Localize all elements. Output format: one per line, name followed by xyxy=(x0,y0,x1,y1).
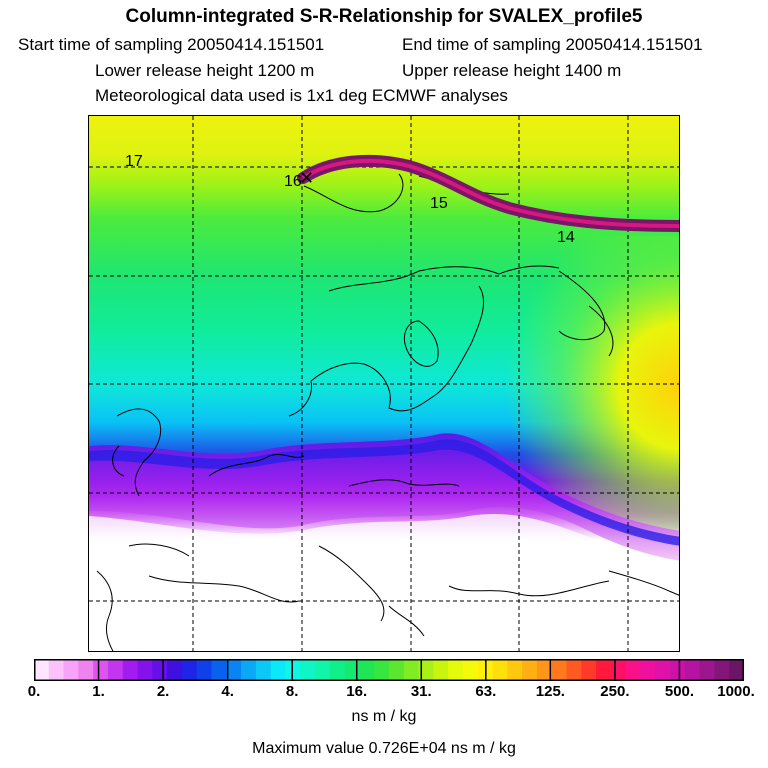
trajectory-core xyxy=(301,158,679,228)
colorbar-tick-label: 2. xyxy=(156,683,170,700)
map-canvas: ✕ 17 16 15 14 xyxy=(89,116,679,651)
colorbar-swatch xyxy=(684,659,701,681)
colorbar-tick-label: 125. xyxy=(535,683,565,700)
colorbar-swatch xyxy=(418,659,434,681)
colorbar-tick-label: 500. xyxy=(664,683,695,700)
colorbar-swatch xyxy=(196,659,213,681)
colorbar-swatch xyxy=(300,659,316,681)
lower-release-text: Lower release height 1200 m xyxy=(95,61,315,80)
colorbar-swatch xyxy=(403,659,420,681)
track-label-14: 14 xyxy=(557,229,575,246)
track-label-15: 15 xyxy=(430,195,448,212)
colorbar-swatch xyxy=(581,659,597,681)
lat-lon-grid xyxy=(89,116,679,651)
colorbar-swatch xyxy=(78,659,94,681)
colorbar-swatch xyxy=(329,659,346,681)
colorbar-swatch xyxy=(211,659,227,681)
colorbar-tick-label: 1000. xyxy=(717,683,755,700)
colorbar-swatch xyxy=(255,659,272,681)
start-time-text: Start time of sampling 20050414.151501 xyxy=(18,35,325,54)
colorbar-swatch xyxy=(699,659,716,681)
colorbar-swatch xyxy=(270,659,287,681)
colorbar-swatch xyxy=(241,659,257,681)
colorbar-swatch xyxy=(670,659,686,681)
colorbar-swatch xyxy=(48,659,65,681)
colorbar-swatch xyxy=(566,659,582,681)
upper-release-text: Upper release height 1400 m xyxy=(402,61,622,80)
colorbar-swatch xyxy=(107,659,124,681)
clean-air-region xyxy=(89,514,679,651)
colorbar-tick-label: 8. xyxy=(285,683,299,700)
colorbar-swatch xyxy=(167,659,183,681)
colorbar-swatch xyxy=(714,659,730,681)
track-label-16: 16 xyxy=(284,173,302,190)
colorbar-border xyxy=(34,659,744,681)
colorbar-swatch xyxy=(729,659,744,681)
colorbar-swatch xyxy=(433,659,449,681)
release-point-marker: ✕ xyxy=(299,168,314,188)
units-label: ns m / kg xyxy=(351,708,417,725)
colorbar-swatch xyxy=(137,659,153,681)
colorbar-swatch xyxy=(34,659,50,681)
met-data-text: Meteorological data used is 1x1 deg ECMW… xyxy=(95,86,508,105)
colorbar-swatch xyxy=(389,659,405,681)
end-time-text: End time of sampling 20050414.151501 xyxy=(402,35,703,54)
colorbar-swatch xyxy=(448,659,464,681)
colorbar-swatch xyxy=(522,659,538,681)
colorbar xyxy=(34,659,744,681)
colorbar-swatch xyxy=(181,659,198,681)
colorbar-tick-label: 4. xyxy=(221,683,234,700)
colorbar-swatch xyxy=(374,659,390,681)
colorbar-swatch xyxy=(285,659,301,681)
blue-band xyxy=(89,439,679,546)
colorbar-swatch xyxy=(625,659,642,681)
colorbar-swatch xyxy=(536,659,553,681)
coastlines xyxy=(96,173,679,651)
colorbar-tick-label: 31. xyxy=(410,683,432,700)
max-value-label: Maximum value 0.726E+04 ns m / kg xyxy=(252,740,516,757)
colorbar-tick-label: 63. xyxy=(475,683,497,700)
colorbar-swatch xyxy=(93,659,109,681)
colorbar-swatch xyxy=(344,659,361,681)
colorbar-swatch xyxy=(63,659,79,681)
colorbar-swatches xyxy=(34,659,744,681)
colorbar-tick-label: 0. xyxy=(27,683,41,700)
colorbar-tick-label: 16. xyxy=(346,683,368,700)
colorbar-swatch xyxy=(226,659,242,681)
colorbar-tick-label: 250. xyxy=(600,683,630,700)
colorbar-swatch xyxy=(122,659,139,681)
colorbar-swatch xyxy=(551,659,568,681)
colorbar-swatch xyxy=(315,659,331,681)
colorbar-swatch xyxy=(640,659,656,681)
plot-title: Column-integrated S-R-Relationship for S… xyxy=(125,6,643,27)
colorbar-swatch xyxy=(596,659,612,681)
colorbar-swatch xyxy=(492,659,508,681)
colorbar-swatch xyxy=(655,659,671,681)
colorbar-swatch xyxy=(359,659,375,681)
colorbar-swatch xyxy=(152,659,168,681)
colorbar-swatch xyxy=(507,659,523,681)
sensitivity-map: ✕ 17 16 15 14 xyxy=(88,115,680,652)
colorbar-swatch xyxy=(610,659,627,681)
colorbar-tick-label: 1. xyxy=(92,683,105,700)
track-label-17: 17 xyxy=(125,153,143,170)
colorbar-swatch xyxy=(462,659,479,681)
